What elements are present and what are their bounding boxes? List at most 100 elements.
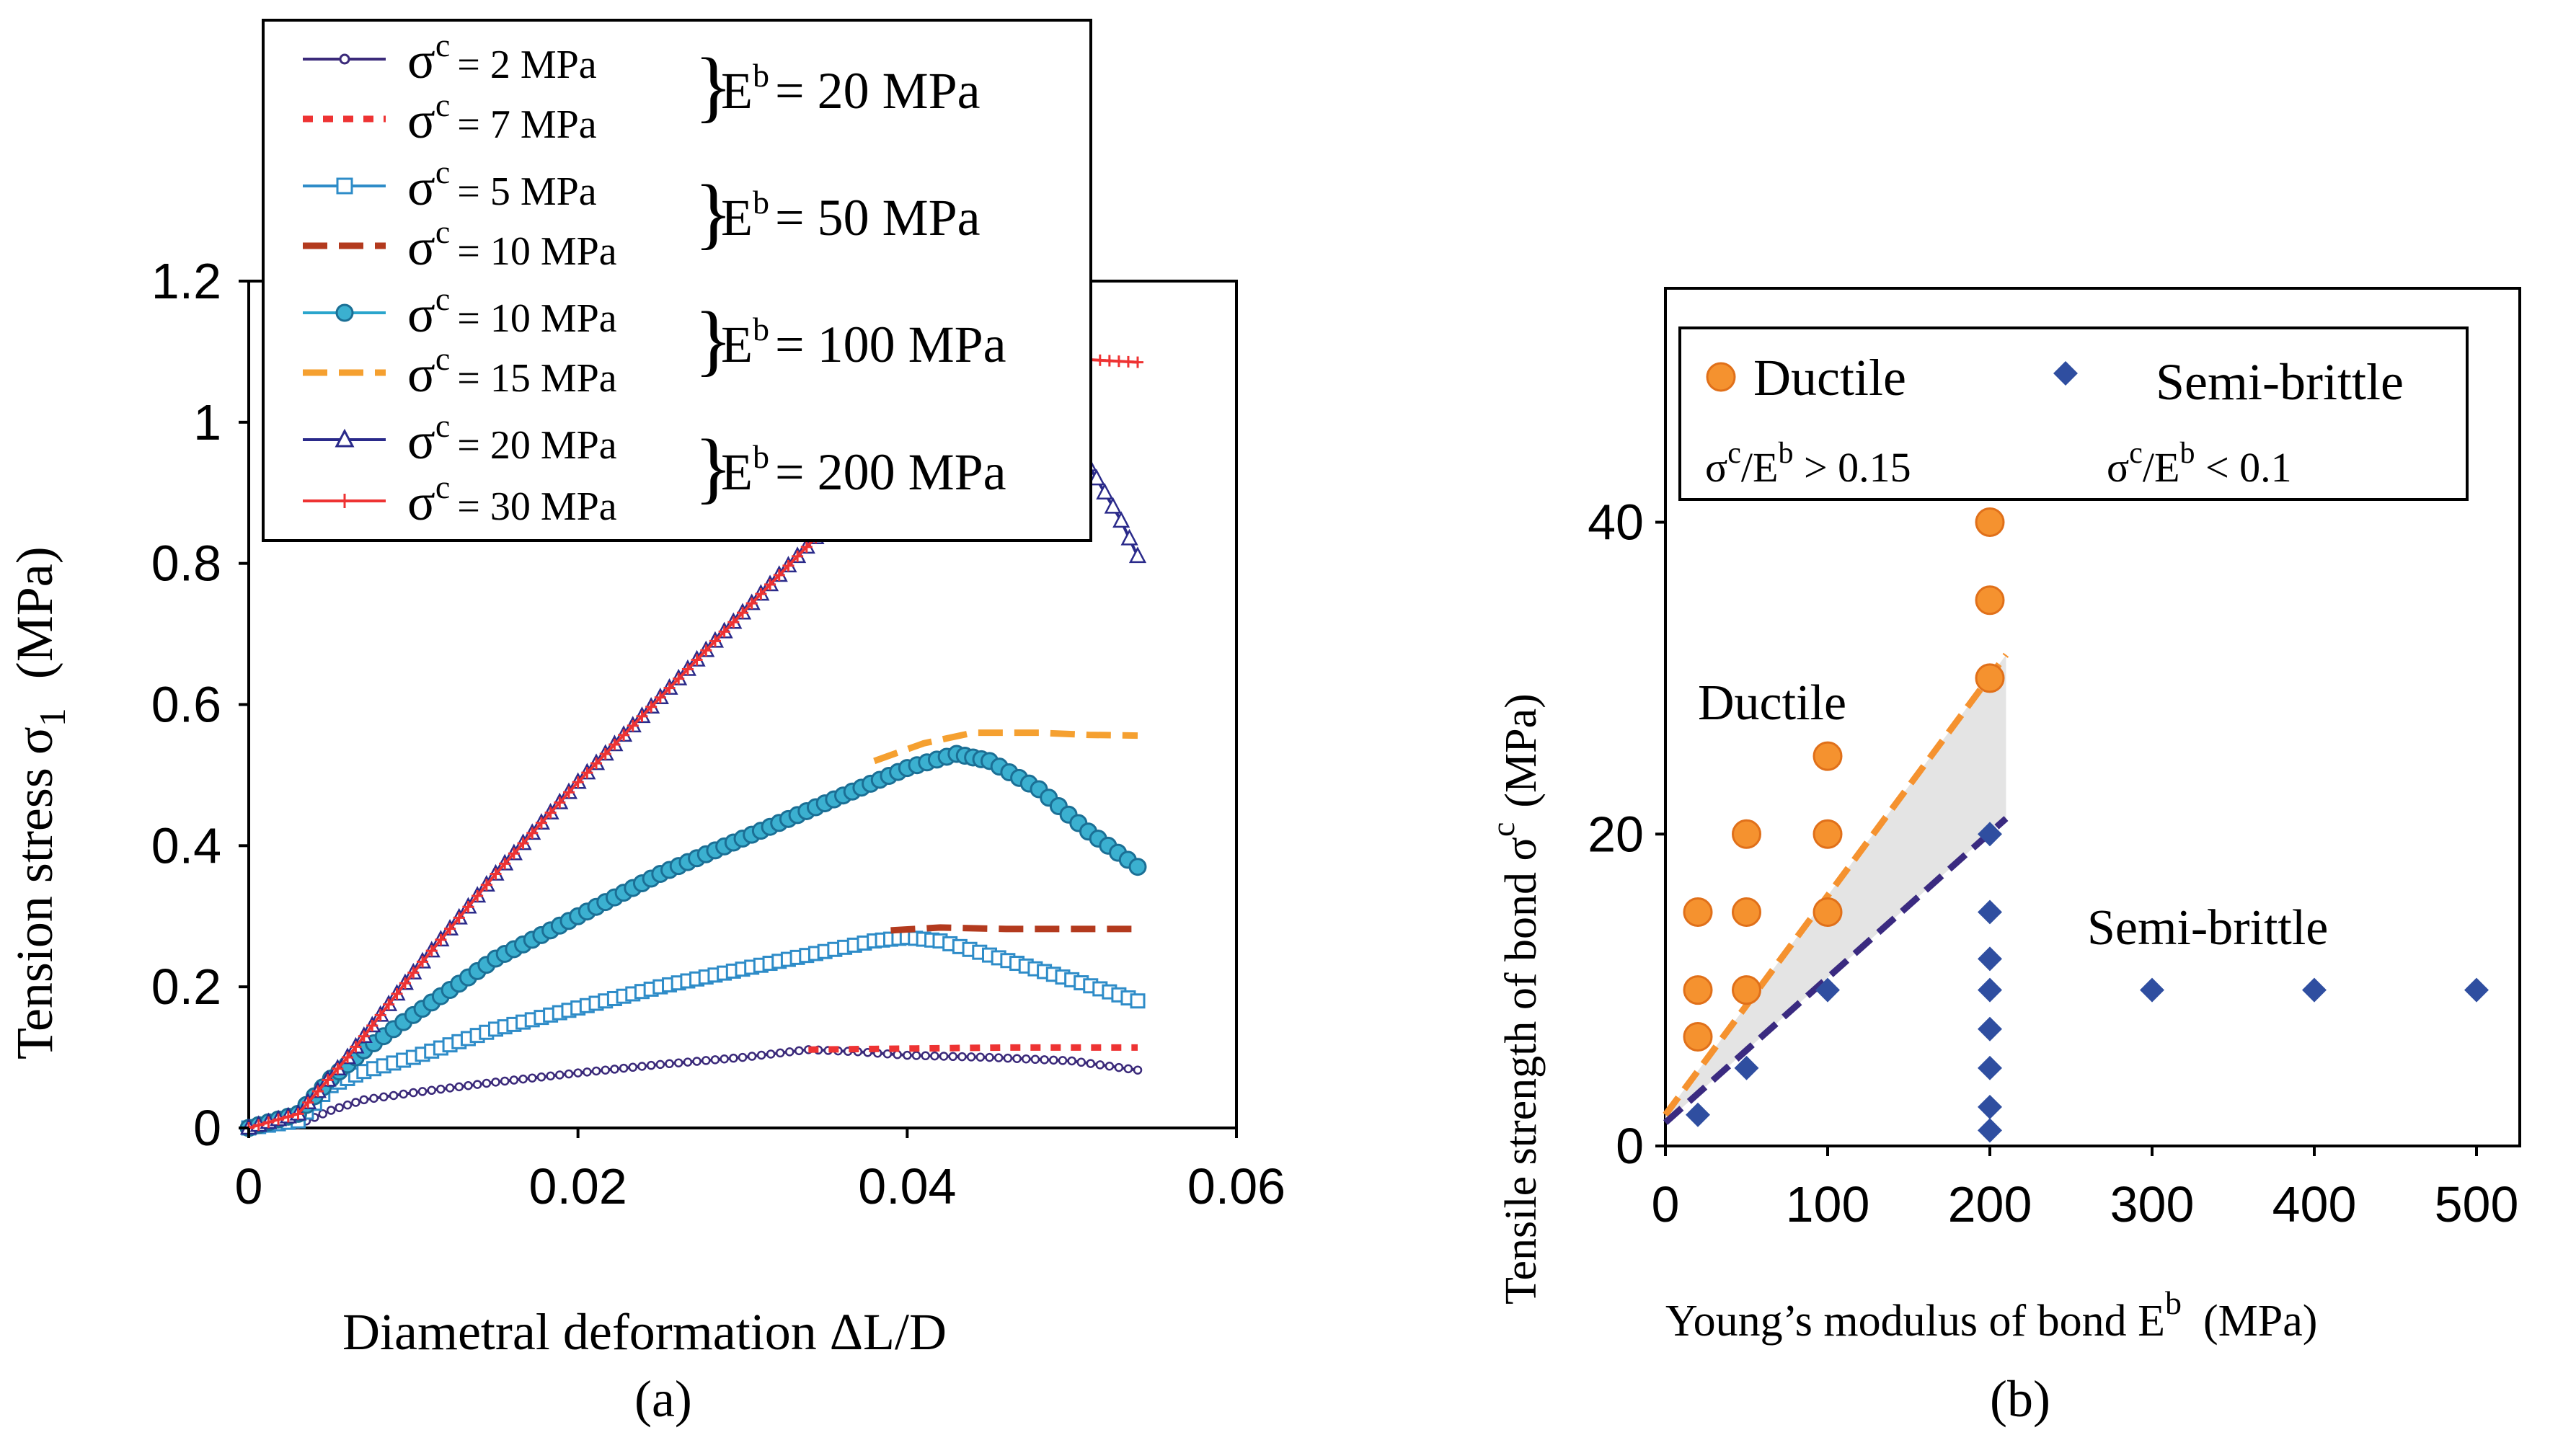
- panel-a-data-point: [1104, 497, 1122, 514]
- panel-a-data-point: [427, 1085, 436, 1096]
- panel-a-data-point: [482, 1078, 492, 1088]
- panel-a-data-point: [619, 1063, 629, 1073]
- legend-group-brace: }: [694, 423, 732, 511]
- panel-a-data-point: [646, 1060, 656, 1070]
- panel-b-x-tick-label: 200: [1948, 1176, 2032, 1232]
- panel-b-semibrittle-point: [1686, 1102, 1710, 1127]
- panel-a-data-point: [673, 1058, 683, 1067]
- panel-a-data-point: [882, 1049, 893, 1059]
- panel-a-legend-group-2: }Eb = 100 MPa: [694, 296, 1006, 383]
- panel-b-ductile-point: [1975, 663, 2005, 693]
- panel-a-data-point: [1067, 1056, 1076, 1066]
- panel-a-data-point: [628, 1062, 638, 1072]
- panel-b-x-tick-label: 300: [2110, 1176, 2195, 1232]
- panel-b-semibrittle-point: [1978, 1118, 2002, 1143]
- panel-b-annotation-semibrittle: Semi-brittle: [2087, 900, 2328, 956]
- panel-a-legend-item-5: σc = 15 MPa: [303, 340, 617, 403]
- panel-a-data-point: [1120, 528, 1138, 546]
- legend-group-label: Eb = 20 MPa: [721, 57, 981, 120]
- panel-a-y-label-main: Tension stress σ: [6, 727, 63, 1059]
- panel-a-data-point: [359, 1095, 369, 1105]
- panel-a-legend-item-1: σc = 7 MPa: [303, 86, 597, 149]
- panel-b-y-tick-label: 0: [1616, 1118, 1644, 1174]
- panel-a-x-tick-label: 0.06: [1187, 1158, 1285, 1214]
- panel-a-data-point: [417, 1087, 428, 1096]
- panel-b-boundary-line-0: [1663, 652, 2009, 1117]
- panel-a-data-point: [445, 1083, 455, 1093]
- panel-a-data-point: [1112, 511, 1130, 528]
- panel-a-series-1: [808, 1044, 1138, 1053]
- panel-a-data-point: [966, 1052, 976, 1062]
- panel-a-data-point: [335, 1103, 344, 1113]
- panel-b-x-axis-label: Young’s modulus of bond Eb (MPa): [1665, 1284, 2317, 1346]
- panel-b-y-tick-label: 20: [1588, 806, 1644, 862]
- panel-a-data-point: [491, 1078, 500, 1087]
- panel-a-y-tick-label: 1.2: [151, 253, 221, 309]
- panel-a-data-point: [601, 1065, 610, 1075]
- panel-b-data-points: [1683, 507, 2489, 1143]
- panel-a-data-point: [930, 1051, 939, 1061]
- panel-a-data-point: [1030, 1054, 1040, 1065]
- panel-a-data-point: [399, 1089, 408, 1099]
- panel-a-series-4: [239, 745, 1147, 1137]
- panel-a-data-point: [583, 1067, 592, 1077]
- panel-a-data-point: [665, 1059, 674, 1069]
- panel-a-legend-item-2: σc = 5 MPa: [303, 154, 597, 216]
- panel-b-semibrittle-point: [1978, 1055, 2002, 1080]
- panel-b-chart: 0 20 40 0 100 200 300 400 500 Ductile Semi-brit…: [1484, 287, 2521, 1428]
- panel-a-data-point: [985, 1052, 994, 1062]
- panel-a-series-3: [890, 924, 1138, 934]
- panel-a-series-2: [241, 930, 1146, 1136]
- panel-a-legend-item-3: σc = 10 MPa: [303, 213, 617, 276]
- panel-a-data-point: [729, 1053, 738, 1063]
- legend-ratio-ductile: σc/Eb > 0.15: [1705, 437, 1911, 491]
- panel-a-data-point: [342, 1100, 353, 1110]
- panel-a-legend-group-3: }Eb = 200 MPa: [694, 423, 1006, 511]
- legend-series-label: σc = 5 MPa: [407, 154, 597, 216]
- legend-marker: [339, 53, 350, 65]
- panel-b-x-tick-label: 400: [2272, 1176, 2357, 1232]
- panel-a-data-point: [747, 1052, 757, 1061]
- panel-b-semibrittle-point: [1978, 1094, 2002, 1119]
- panel-a-data-point: [326, 1106, 336, 1115]
- panel-a-legend-item-6: σc = 20 MPa: [303, 407, 617, 470]
- panel-a-data-point: [1128, 858, 1147, 876]
- legend-series-label: σc = 15 MPa: [407, 340, 617, 403]
- panel-a-data-point: [655, 1059, 665, 1070]
- panel-a-data-point: [993, 1053, 1004, 1062]
- panel-b-semibrittle-point: [1978, 1016, 2002, 1041]
- panel-b-ductile-point: [1813, 819, 1843, 849]
- legend-marker: [336, 177, 353, 195]
- panel-a-y-axis-label: Tension stress σ1 (MPa): [6, 546, 74, 1059]
- panel-a-series-line: [808, 1044, 1138, 1053]
- panel-b-ductile-point: [1732, 897, 1761, 927]
- panel-a-caption: (a): [634, 1370, 692, 1428]
- panel-a-legend-item-7: σc = 30 MPa: [303, 468, 617, 531]
- panel-a-legend-group-1: }Eb = 50 MPa: [694, 169, 981, 257]
- panel-a-data-point: [701, 1056, 711, 1065]
- panel-a-data-point: [775, 1048, 785, 1058]
- panel-a-data-point: [536, 1072, 546, 1082]
- panel-a-data-point: [509, 1075, 519, 1085]
- panel-a-data-point: [975, 1052, 986, 1062]
- legend-group-brace: }: [694, 296, 732, 383]
- legend-series-label: σc = 10 MPa: [407, 213, 617, 276]
- panel-b-legend-frame: [1678, 326, 2469, 501]
- panel-a-data-point: [472, 1080, 482, 1089]
- panel-b-ductile-point: [1813, 741, 1843, 771]
- panel-b-x-tick-label: 0: [1652, 1176, 1680, 1232]
- legend-series-label: σc = 20 MPa: [407, 407, 617, 470]
- panel-a-data-point: [1095, 1060, 1105, 1070]
- legend-group-brace: }: [694, 169, 732, 257]
- panel-a-data-point: [756, 1050, 766, 1060]
- panel-a-y-tick-label: 0.6: [151, 677, 221, 733]
- panel-a-data-point: [921, 1051, 930, 1061]
- legend-group-label: Eb = 200 MPa: [721, 438, 1006, 501]
- panel-a-data-point: [527, 1073, 537, 1083]
- panel-a-y-label-unit: (MPa): [6, 546, 63, 679]
- panel-a-data-point: [893, 1049, 902, 1059]
- panel-a-series-line: [873, 729, 1138, 765]
- panel-a-data-point: [500, 1076, 510, 1086]
- panel-b-x-tick-label: 100: [1786, 1176, 1870, 1232]
